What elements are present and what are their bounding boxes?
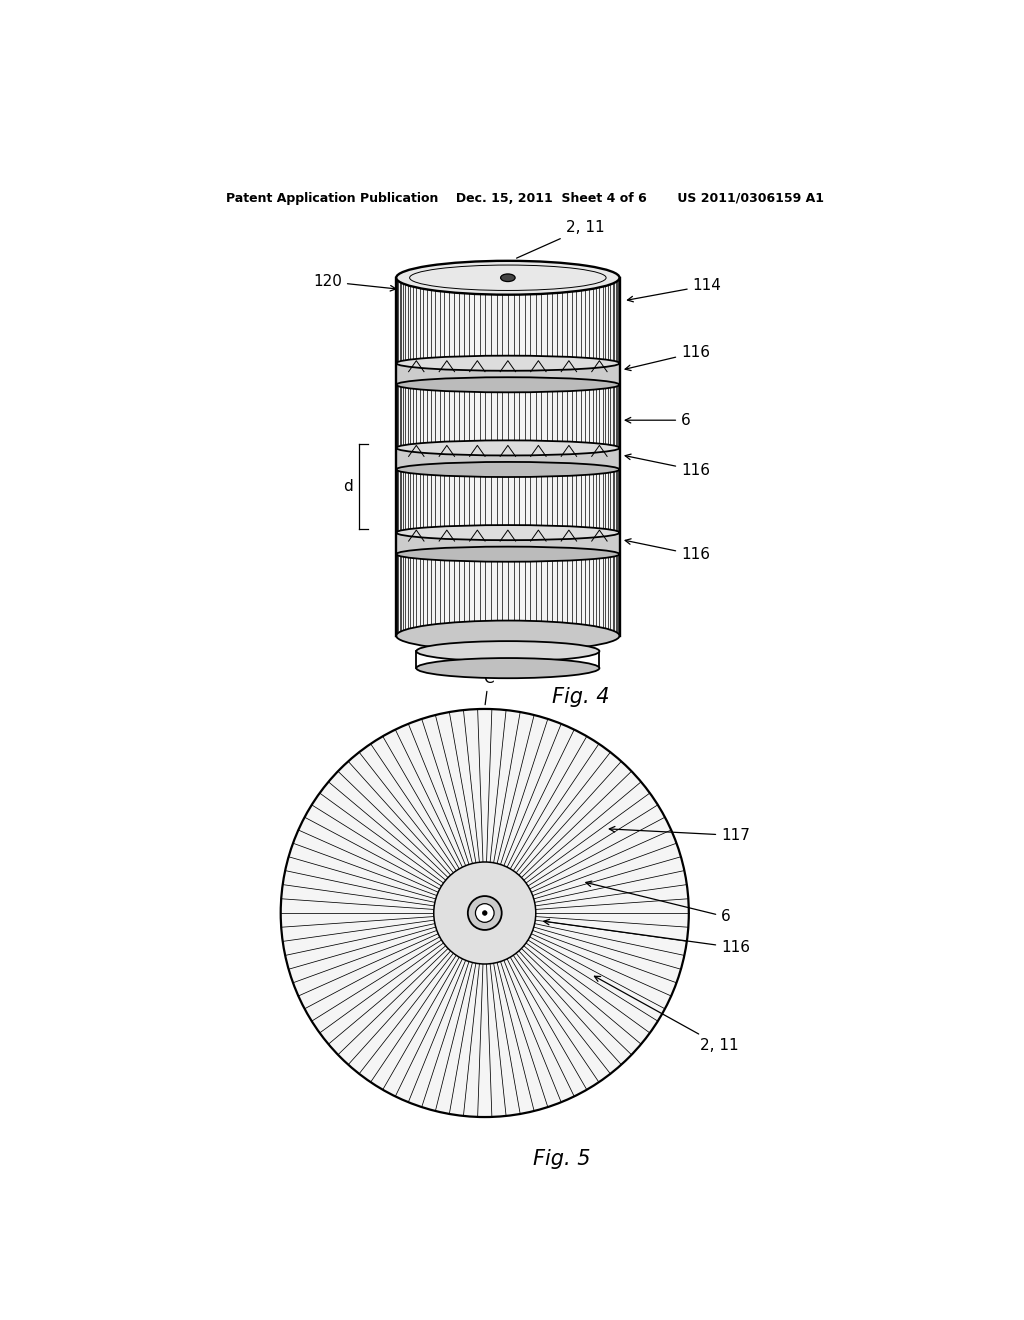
Ellipse shape	[396, 441, 620, 455]
Polygon shape	[396, 363, 620, 385]
Ellipse shape	[396, 620, 620, 651]
Ellipse shape	[396, 525, 620, 540]
Ellipse shape	[396, 546, 620, 562]
Ellipse shape	[434, 862, 536, 964]
Ellipse shape	[475, 904, 494, 923]
Text: d: d	[344, 479, 353, 494]
Ellipse shape	[417, 642, 599, 661]
Text: 6: 6	[586, 880, 731, 924]
Ellipse shape	[396, 261, 620, 294]
Text: 116: 116	[625, 539, 710, 562]
Text: Fig. 4: Fig. 4	[552, 688, 609, 708]
Ellipse shape	[281, 709, 689, 1117]
Text: 116: 116	[544, 919, 751, 956]
Text: 2, 11: 2, 11	[595, 977, 739, 1053]
Text: 6: 6	[626, 413, 691, 428]
Ellipse shape	[501, 275, 515, 281]
Text: 117: 117	[609, 826, 750, 843]
Polygon shape	[396, 447, 620, 470]
Text: 2, 11: 2, 11	[516, 220, 604, 259]
Text: 114: 114	[628, 279, 722, 302]
Ellipse shape	[396, 462, 620, 477]
Ellipse shape	[468, 896, 502, 929]
Text: 116: 116	[625, 345, 710, 371]
Ellipse shape	[417, 659, 599, 678]
Polygon shape	[396, 533, 620, 554]
Text: 116: 116	[625, 454, 710, 478]
Ellipse shape	[396, 378, 620, 392]
Ellipse shape	[482, 911, 487, 915]
Text: C: C	[483, 671, 494, 705]
Polygon shape	[396, 277, 620, 636]
Text: Fig. 5: Fig. 5	[534, 1150, 591, 1170]
Text: 120: 120	[313, 275, 396, 290]
Ellipse shape	[396, 355, 620, 371]
Text: Patent Application Publication    Dec. 15, 2011  Sheet 4 of 6       US 2011/0306: Patent Application Publication Dec. 15, …	[226, 191, 823, 205]
